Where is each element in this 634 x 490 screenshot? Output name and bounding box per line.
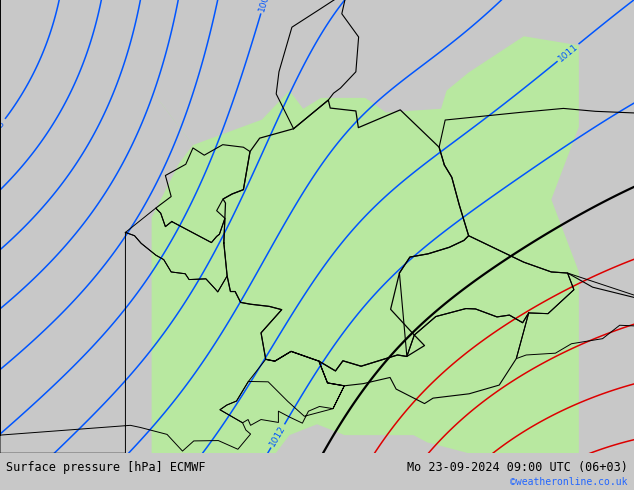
Text: 1010: 1010	[75, 485, 98, 490]
Text: 1012: 1012	[268, 424, 287, 448]
Text: Mo 23-09-2024 09:00 UTC (06+03): Mo 23-09-2024 09:00 UTC (06+03)	[407, 461, 628, 474]
Text: 1011: 1011	[556, 42, 580, 63]
Text: 1008: 1008	[257, 0, 273, 13]
Polygon shape	[0, 0, 193, 453]
Text: Surface pressure [hPa] ECMWF: Surface pressure [hPa] ECMWF	[6, 461, 206, 474]
Polygon shape	[0, 424, 524, 453]
Text: 1009: 1009	[15, 468, 38, 490]
Polygon shape	[0, 0, 634, 145]
Text: 1003: 1003	[0, 118, 8, 141]
Polygon shape	[303, 0, 408, 98]
Text: ©weatheronline.co.uk: ©weatheronline.co.uk	[510, 477, 628, 487]
Polygon shape	[552, 0, 634, 453]
